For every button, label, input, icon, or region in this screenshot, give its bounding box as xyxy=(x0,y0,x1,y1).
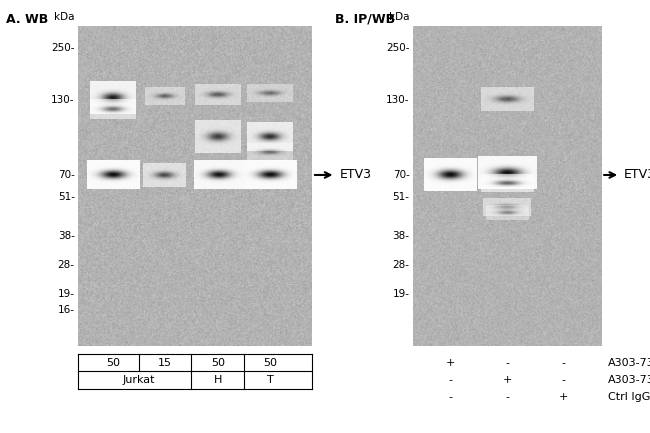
Text: 130-: 130- xyxy=(386,95,410,105)
Text: 70-: 70- xyxy=(393,170,410,180)
Text: -: - xyxy=(448,375,452,385)
Text: -: - xyxy=(562,358,566,368)
Text: 38-: 38- xyxy=(58,231,75,241)
Text: Jurkat: Jurkat xyxy=(123,375,155,385)
Text: 19-: 19- xyxy=(393,288,410,298)
Text: -: - xyxy=(562,375,566,385)
Text: +: + xyxy=(446,358,455,368)
Text: B. IP/WB: B. IP/WB xyxy=(335,13,395,26)
Text: A303-737A: A303-737A xyxy=(608,375,650,385)
Text: -: - xyxy=(505,358,509,368)
Text: 250-: 250- xyxy=(386,43,410,53)
Text: -: - xyxy=(448,392,452,403)
Text: H: H xyxy=(214,375,222,385)
Text: 130-: 130- xyxy=(51,95,75,105)
Text: kDa: kDa xyxy=(389,12,410,22)
Text: 16-: 16- xyxy=(58,304,75,314)
Text: Ctrl IgG: Ctrl IgG xyxy=(608,392,650,403)
Text: 50: 50 xyxy=(211,358,226,368)
Text: +: + xyxy=(559,392,568,403)
Text: 70-: 70- xyxy=(58,170,75,180)
Text: 28-: 28- xyxy=(393,260,410,270)
Text: 51-: 51- xyxy=(58,192,75,202)
Text: 38-: 38- xyxy=(393,231,410,241)
Text: ETV3: ETV3 xyxy=(340,168,372,181)
Text: -: - xyxy=(505,392,509,403)
Text: 50: 50 xyxy=(263,358,277,368)
Text: ETV3: ETV3 xyxy=(624,168,650,181)
Text: T: T xyxy=(266,375,273,385)
Text: kDa: kDa xyxy=(54,12,75,22)
Text: A. WB: A. WB xyxy=(6,13,49,26)
Text: 19-: 19- xyxy=(58,288,75,298)
Text: 28-: 28- xyxy=(58,260,75,270)
Text: 15: 15 xyxy=(157,358,172,368)
Text: A303-736A: A303-736A xyxy=(608,358,650,368)
Text: 50: 50 xyxy=(106,358,120,368)
Text: +: + xyxy=(502,375,512,385)
Text: 250-: 250- xyxy=(51,43,75,53)
Text: 51-: 51- xyxy=(393,192,410,202)
